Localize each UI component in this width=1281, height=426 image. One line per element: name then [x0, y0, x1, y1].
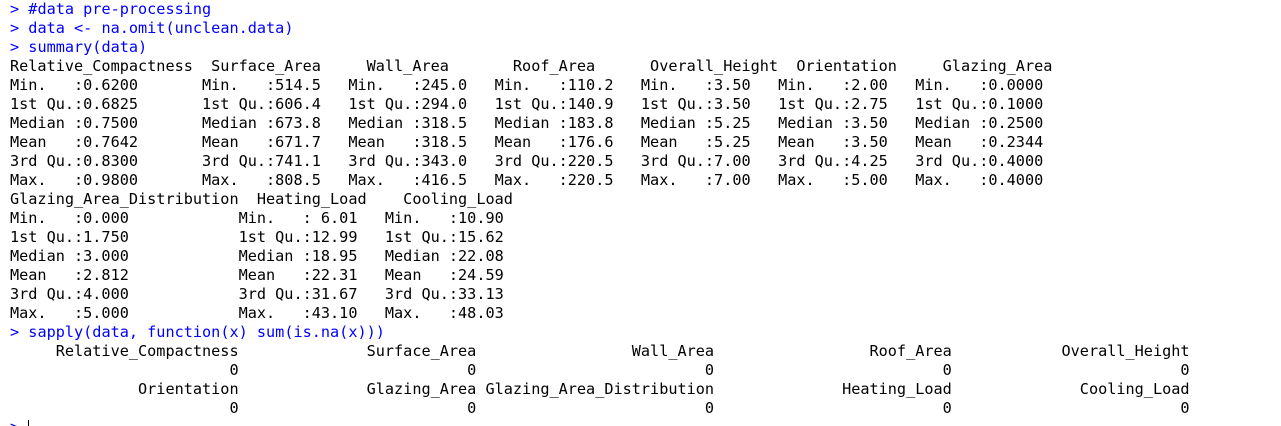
summary-output-line: 1st Qu.:0.6825 1st Qu.:606.4 1st Qu.:294…: [10, 95, 1062, 113]
summary-output-line: Median :0.7500 Median :673.8 Median :318…: [10, 114, 1062, 132]
summary-output-line: 3rd Qu.:0.8300 3rd Qu.:741.1 3rd Qu.:343…: [10, 152, 1062, 170]
sapply-output-line: 0 0 0 0 0: [10, 399, 1199, 417]
sapply-output-line: 0 0 0 0 0: [10, 361, 1199, 379]
summary-output-line: 1st Qu.:1.750 1st Qu.:12.99 1st Qu.:15.6…: [10, 228, 523, 246]
sapply-output-line: Orientation Glazing_Area Glazing_Area_Di…: [10, 380, 1199, 398]
summary-output-line: Min. :0.6200 Min. :514.5 Min. :245.0 Min…: [10, 76, 1062, 94]
summary-output-line: 3rd Qu.:4.000 3rd Qu.:31.67 3rd Qu.:33.1…: [10, 285, 523, 303]
console-prompt: >: [10, 0, 29, 18]
console-prompt: >: [10, 19, 29, 37]
summary-output-line: Mean :2.812 Mean :22.31 Mean :24.59: [10, 266, 523, 284]
command-line: > summary(data): [10, 38, 1281, 57]
command-line: > #data pre-processing: [10, 0, 1281, 19]
summary-output-line: Min. :0.000 Min. : 6.01 Min. :10.90: [10, 209, 523, 227]
sapply-output-line: Relative_Compactness Surface_Area Wall_A…: [10, 342, 1199, 360]
console-prompt: >: [10, 323, 29, 341]
command-line: > sapply(data, function(x) sum(is.na(x))…: [10, 323, 1281, 342]
input-line[interactable]: >: [10, 418, 1281, 426]
summary-output-line: Mean :0.7642 Mean :671.7 Mean :318.5 Mea…: [10, 133, 1062, 151]
summary-output-line: Max. :5.000 Max. :43.10 Max. :48.03: [10, 304, 523, 322]
command-line: > data <- na.omit(unclean.data): [10, 19, 1281, 38]
command-text: data <- na.omit(unclean.data): [28, 19, 294, 37]
console-prompt: >: [10, 38, 29, 56]
summary-output-line: Median :3.000 Median :18.95 Median :22.0…: [10, 247, 523, 265]
command-text: summary(data): [28, 38, 148, 56]
summary-output-line: Glazing_Area_Distribution Heating_Load C…: [10, 190, 532, 208]
summary-output-line: Max. :0.9800 Max. :808.5 Max. :416.5 Max…: [10, 171, 1062, 189]
console-prompt: >: [10, 418, 28, 426]
summary-output-line: Relative_Compactness Surface_Area Wall_A…: [10, 57, 1080, 75]
command-text: sapply(data, function(x) sum(is.na(x))): [28, 323, 385, 341]
command-text: #data pre-processing: [28, 0, 212, 18]
text-cursor: [28, 420, 30, 426]
